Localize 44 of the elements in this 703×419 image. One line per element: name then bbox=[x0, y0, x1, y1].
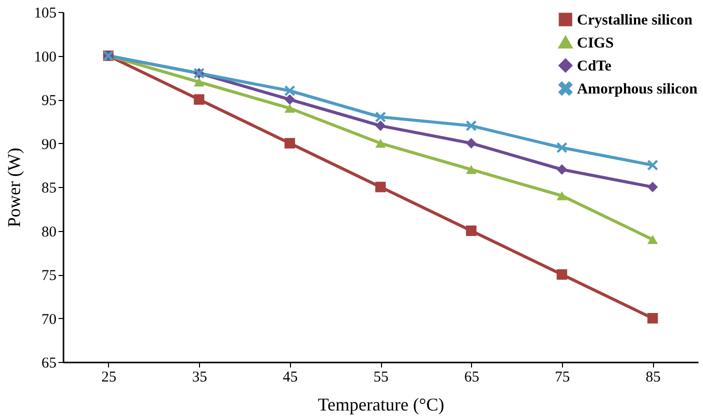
y-tick-label: 85 bbox=[42, 180, 56, 196]
x-tick-label: 35 bbox=[192, 370, 208, 386]
y-tick-label: 70 bbox=[42, 312, 56, 328]
point bbox=[375, 182, 386, 192]
x-tick-label: 25 bbox=[101, 370, 116, 386]
y-tick-label: 95 bbox=[42, 93, 56, 109]
y-tick-label: 65 bbox=[42, 356, 56, 372]
y-axis-title: Power (W) bbox=[4, 148, 24, 228]
point bbox=[466, 138, 476, 148]
point bbox=[284, 104, 296, 113]
legend-label: CdTe bbox=[577, 58, 612, 74]
point bbox=[556, 142, 568, 153]
x-tick-label: 55 bbox=[374, 370, 388, 386]
point bbox=[647, 160, 658, 170]
x-tick-label: 75 bbox=[554, 370, 570, 386]
point bbox=[284, 94, 296, 105]
x-tick-label: 85 bbox=[646, 370, 661, 386]
point bbox=[284, 138, 296, 148]
x-axis-title: Temperature (°C) bbox=[318, 394, 444, 414]
point bbox=[556, 191, 568, 200]
point bbox=[375, 138, 386, 148]
point bbox=[647, 182, 658, 192]
y-tick-label: 90 bbox=[42, 136, 56, 153]
point bbox=[556, 164, 568, 175]
point bbox=[194, 94, 204, 105]
point bbox=[466, 164, 476, 174]
y-tick-label: 80 bbox=[42, 224, 56, 240]
point bbox=[466, 226, 476, 236]
y-tick-label: 100 bbox=[34, 49, 56, 66]
point bbox=[284, 86, 296, 96]
point bbox=[647, 234, 658, 244]
point bbox=[647, 313, 658, 324]
legend-label: Crystalline silicon bbox=[577, 12, 694, 28]
x-tick-label: 65 bbox=[464, 370, 480, 386]
point bbox=[375, 120, 386, 131]
point bbox=[556, 269, 568, 280]
y-tick-label: 75 bbox=[42, 268, 56, 284]
y-tick-label: 105 bbox=[34, 6, 56, 22]
point bbox=[194, 77, 204, 87]
x-tick-label: 45 bbox=[282, 370, 298, 386]
point bbox=[375, 112, 386, 122]
legend-label: Amorphous silicon bbox=[577, 82, 698, 98]
point bbox=[466, 120, 476, 131]
legend-label: CIGS bbox=[577, 36, 614, 52]
